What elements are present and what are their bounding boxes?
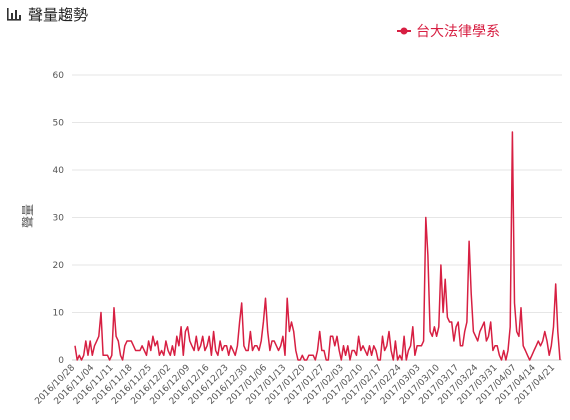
y-tick-label: 50 <box>53 119 65 129</box>
series-line[interactable] <box>74 131 561 361</box>
y-tick-label: 60 <box>53 71 65 81</box>
bar-chart-icon <box>6 6 22 22</box>
series-group <box>74 131 561 361</box>
y-axis-ticks: 0 10 20 30 40 50 60 <box>53 71 65 366</box>
chart-title: 聲量趨勢 <box>28 5 89 24</box>
legend-marker <box>400 27 408 35</box>
chart-header: 聲量趨勢 <box>6 3 88 25</box>
y-tick-label: 30 <box>53 214 65 224</box>
legend[interactable]: 台大法律學系 <box>397 24 500 40</box>
y-axis-label: 聲量 <box>20 204 35 228</box>
x-axis-ticks: 2016/10/282016/11/042016/11/112016/11/18… <box>33 363 557 407</box>
y-tick-label: 40 <box>53 166 65 176</box>
legend-label: 台大法律學系 <box>416 24 500 40</box>
grid-lines <box>72 74 562 361</box>
y-tick-label: 0 <box>58 356 64 366</box>
y-tick-label: 20 <box>53 261 65 271</box>
y-tick-label: 10 <box>53 309 65 319</box>
